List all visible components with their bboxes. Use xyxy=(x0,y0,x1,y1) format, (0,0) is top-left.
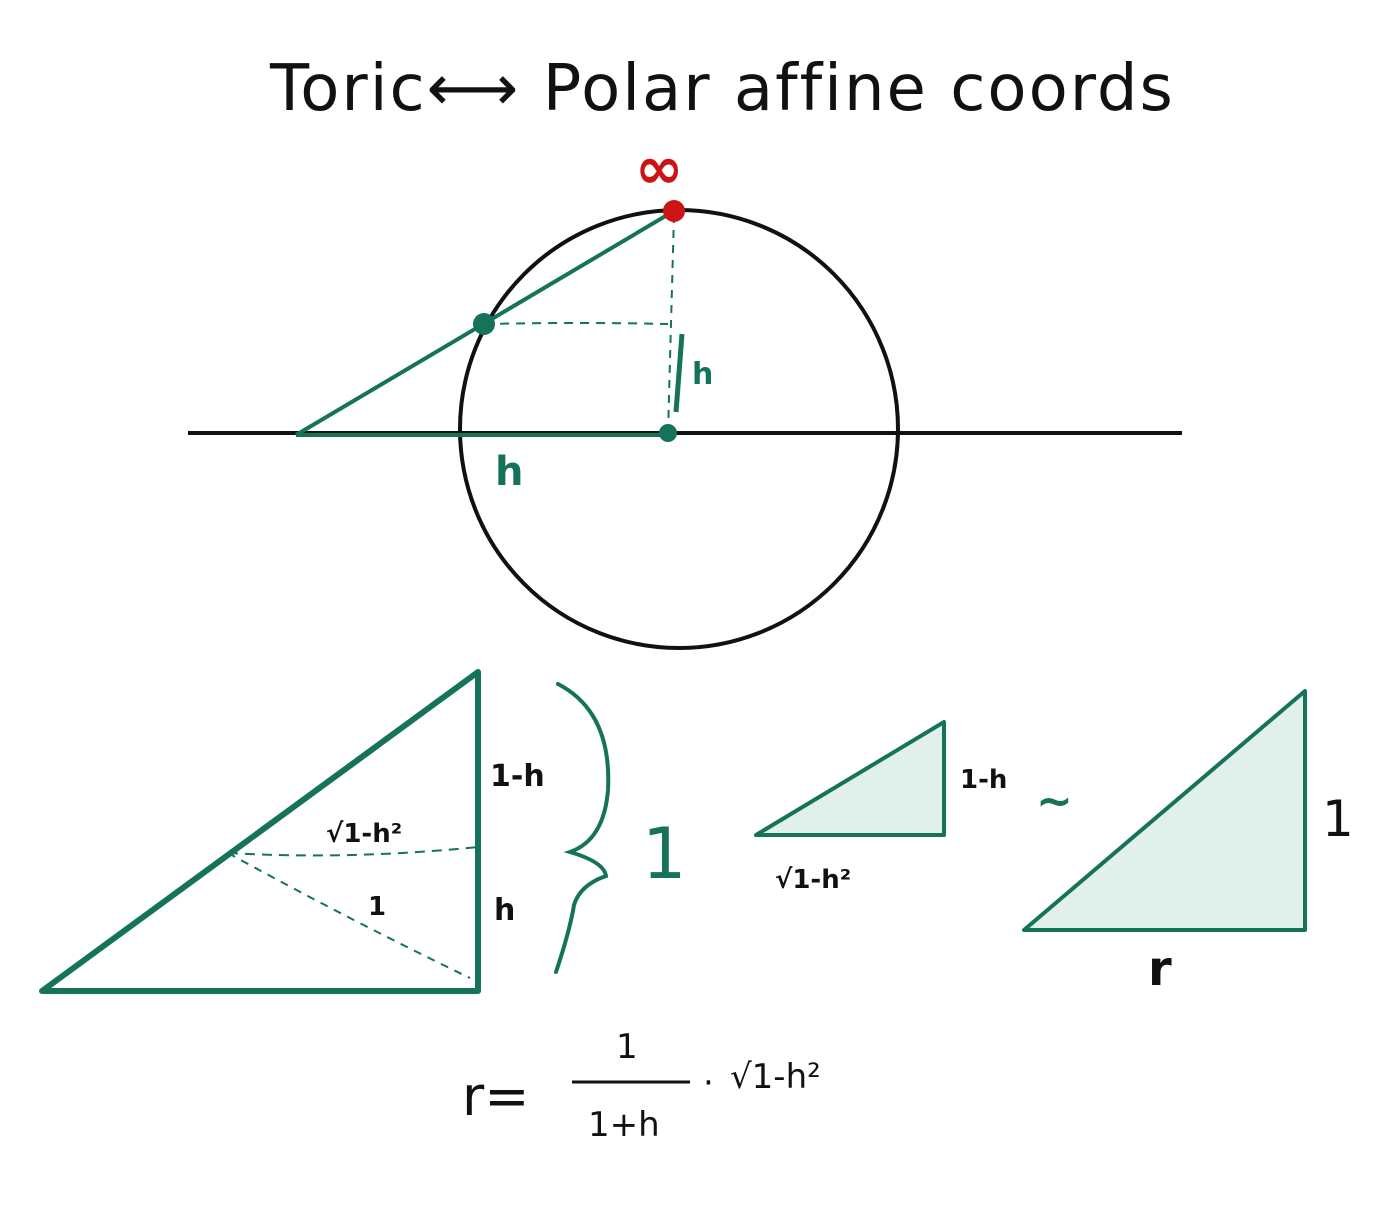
inner-sqrt-label: √1-h² xyxy=(326,819,402,849)
projection-diagram: ∞ h h xyxy=(188,134,1182,650)
right-triangle-group: 1 r xyxy=(1022,689,1354,997)
circle-point xyxy=(473,313,495,335)
inner-one-label: 1 xyxy=(368,892,386,922)
big-triangle-group: 1-h h √1-h² 1 1 xyxy=(39,669,687,994)
infinity-label: ∞ xyxy=(635,134,683,202)
brace-label: 1 xyxy=(642,813,687,895)
lower-side-label: h xyxy=(494,893,515,928)
formula-dot: · xyxy=(703,1063,714,1103)
vertical-dashed-line xyxy=(667,214,675,433)
small-triangle xyxy=(754,720,946,837)
north-pole-point xyxy=(663,200,685,222)
horizontal-dashed-line xyxy=(483,322,669,325)
height-label: h xyxy=(692,357,713,392)
formula-numerator: 1 xyxy=(616,1027,638,1067)
formula-denominator: 1+h xyxy=(588,1105,660,1145)
similar-symbol: ~ xyxy=(1036,776,1073,827)
right-triangle xyxy=(1022,689,1307,932)
base-label: h xyxy=(495,449,523,495)
height-mark xyxy=(673,333,685,413)
title: Toric⟷ Polar affine coords xyxy=(269,52,1175,126)
small-side-label: 1-h xyxy=(960,765,1007,795)
inner-dashed-diagonal xyxy=(227,852,471,979)
upper-side-label: 1-h xyxy=(490,759,545,794)
formula-sqrt: √1-h² xyxy=(730,1057,821,1097)
right-side-label: 1 xyxy=(1322,790,1354,848)
formula-lhs: r= xyxy=(462,1065,529,1128)
unit-circle xyxy=(458,208,900,650)
small-triangle-group: 1-h √1-h² xyxy=(754,720,1007,895)
right-base-label: r xyxy=(1148,941,1172,997)
small-base-label: √1-h² xyxy=(775,865,851,895)
brace xyxy=(554,682,611,974)
big-triangle xyxy=(39,669,481,994)
formula: r= 1 1+h · √1-h² xyxy=(462,1027,821,1145)
inner-dashed-horizontal xyxy=(227,846,479,857)
center-point xyxy=(659,424,677,442)
